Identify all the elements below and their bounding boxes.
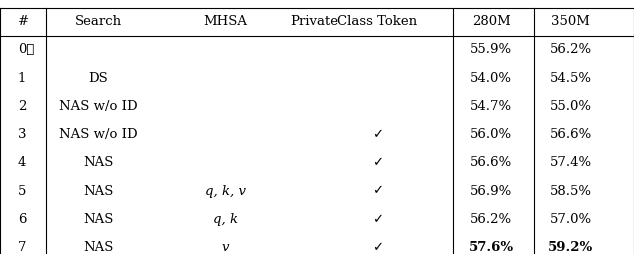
Text: ✓: ✓: [372, 156, 383, 169]
Text: NAS: NAS: [83, 213, 113, 226]
Text: 57.6%: 57.6%: [469, 241, 514, 254]
Text: 6: 6: [18, 213, 26, 226]
Text: 0★: 0★: [18, 43, 34, 56]
Text: 7: 7: [18, 241, 26, 254]
Text: NAS w/o ID: NAS w/o ID: [59, 100, 138, 113]
Text: 56.6%: 56.6%: [550, 128, 592, 141]
Text: 56.6%: 56.6%: [470, 156, 512, 169]
Text: 59.2%: 59.2%: [548, 241, 593, 254]
Text: ✓: ✓: [372, 241, 383, 254]
Text: 57.0%: 57.0%: [550, 213, 592, 226]
Text: 56.9%: 56.9%: [470, 185, 512, 198]
Text: ✓: ✓: [372, 128, 383, 141]
Text: #: #: [18, 15, 29, 28]
Text: Class Token: Class Token: [337, 15, 417, 28]
Text: NAS w/o ID: NAS w/o ID: [59, 128, 138, 141]
Text: ✓: ✓: [372, 185, 383, 198]
Text: 58.5%: 58.5%: [550, 185, 592, 198]
Text: v: v: [221, 241, 229, 254]
Text: 56.2%: 56.2%: [470, 213, 512, 226]
Text: 56.2%: 56.2%: [550, 43, 592, 56]
Text: NAS: NAS: [83, 185, 113, 198]
Text: q, k, v: q, k, v: [205, 185, 245, 198]
Text: 2: 2: [18, 100, 26, 113]
Text: NAS: NAS: [83, 156, 113, 169]
Text: 55.9%: 55.9%: [470, 43, 512, 56]
Text: 280M: 280M: [472, 15, 511, 28]
Text: 54.7%: 54.7%: [470, 100, 512, 113]
Text: ✓: ✓: [372, 213, 383, 226]
Text: 57.4%: 57.4%: [550, 156, 592, 169]
Text: MHSA: MHSA: [203, 15, 247, 28]
Text: 350M: 350M: [551, 15, 590, 28]
Text: 5: 5: [18, 185, 26, 198]
Text: NAS: NAS: [83, 241, 113, 254]
Text: DS: DS: [88, 72, 108, 85]
Text: 54.5%: 54.5%: [550, 72, 592, 85]
Text: Private: Private: [290, 15, 338, 28]
Text: 54.0%: 54.0%: [470, 72, 512, 85]
Text: 56.0%: 56.0%: [470, 128, 512, 141]
Text: 3: 3: [18, 128, 26, 141]
Text: 4: 4: [18, 156, 26, 169]
Text: Search: Search: [75, 15, 122, 28]
Text: 55.0%: 55.0%: [550, 100, 592, 113]
Text: 1: 1: [18, 72, 26, 85]
Text: q, k: q, k: [212, 213, 238, 226]
